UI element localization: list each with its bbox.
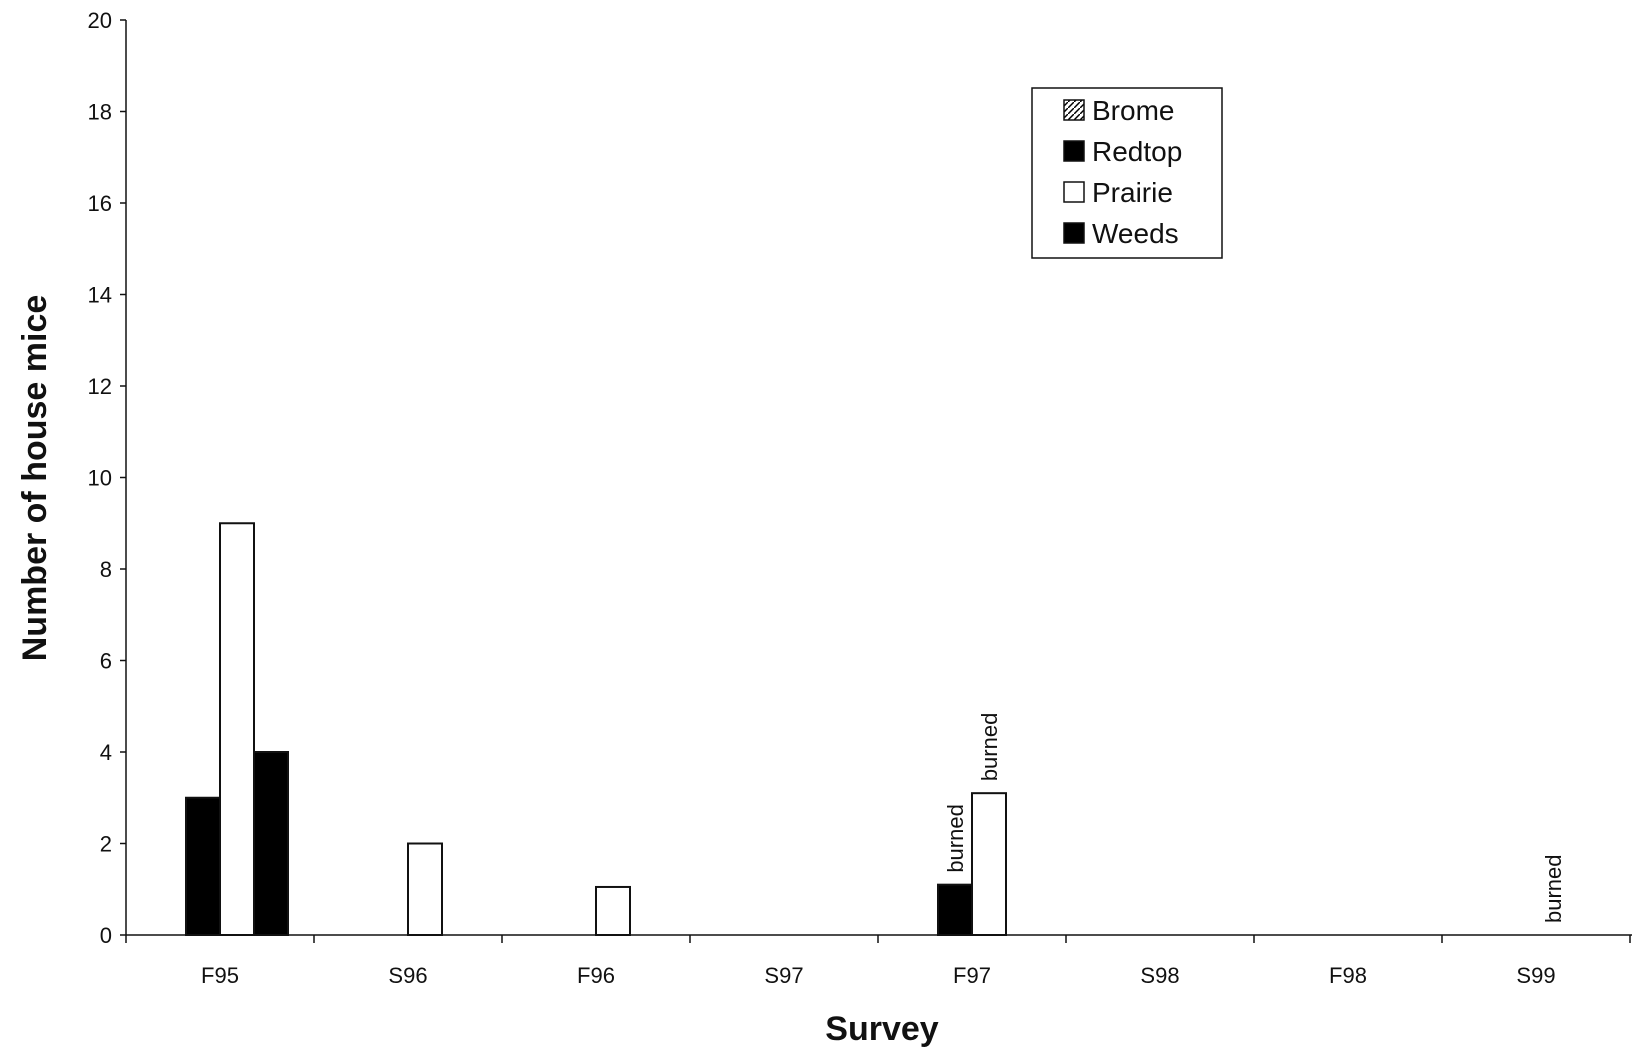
bar-weeds-f95 [253, 751, 289, 936]
annotation-burned: burned [1541, 854, 1566, 923]
x-tick-label: F95 [201, 963, 239, 988]
y-axis-title: Number of house mice [16, 295, 54, 662]
legend-swatch-redtop [1063, 140, 1085, 162]
y-axis: 0 2 4 6 8 10 12 14 16 18 20 [88, 8, 127, 948]
bar-prairie-f97 [971, 792, 1007, 936]
legend-swatch-weeds [1063, 222, 1085, 244]
y-tick-label: 10 [88, 466, 112, 491]
bars [185, 522, 1007, 937]
x-axis: F95 S96 F96 S97 F97 S98 F98 S99 [125, 934, 1632, 988]
x-tick-label: S98 [1140, 963, 1179, 988]
x-tick-label: F97 [953, 963, 991, 988]
y-tick-label: 20 [88, 8, 112, 33]
bar-prairie-f96 [595, 885, 631, 937]
y-tick-label: 4 [100, 740, 112, 765]
y-tick-label: 18 [88, 100, 112, 125]
legend-label-prairie: Prairie [1092, 177, 1173, 208]
x-axis-title: Survey [825, 1010, 938, 1048]
annotation-burned: burned [977, 713, 1002, 782]
annotation-burned: burned [943, 804, 968, 873]
y-tick-label: 8 [100, 557, 112, 582]
legend-label-weeds: Weeds [1092, 218, 1179, 249]
annotations: burned burned burned [943, 713, 1566, 923]
legend-swatch-brome [1063, 99, 1085, 121]
y-tick-label: 16 [88, 191, 112, 216]
bar-prairie-f95 [219, 522, 255, 936]
x-tick-label: F98 [1329, 963, 1367, 988]
bar-redtop-f95 [185, 796, 221, 936]
bar-prairie-s96 [407, 842, 443, 936]
legend-label-redtop: Redtop [1092, 136, 1182, 167]
bar-redtop-f97 [937, 883, 973, 936]
y-tick-label: 6 [100, 649, 112, 674]
x-tick-label: S97 [764, 963, 803, 988]
y-tick-label: 12 [88, 374, 112, 399]
legend-label-brome: Brome [1092, 95, 1174, 126]
y-tick-label: 14 [88, 283, 112, 308]
legend-swatch-prairie [1063, 181, 1085, 203]
legend: Brome Redtop Prairie Weeds [1031, 87, 1223, 259]
x-tick-label: S99 [1516, 963, 1555, 988]
x-tick-label: F96 [577, 963, 615, 988]
x-tick-label: S96 [388, 963, 427, 988]
y-tick-label: 0 [100, 923, 112, 948]
y-tick-label: 2 [100, 832, 112, 857]
